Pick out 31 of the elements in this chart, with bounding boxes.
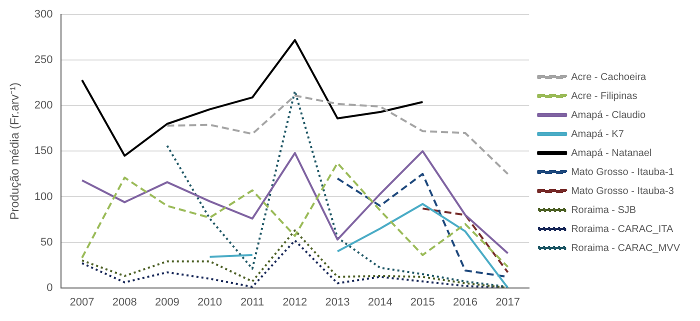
x-tick-label: 2014 bbox=[368, 296, 392, 308]
y-tick-label: 250 bbox=[34, 54, 53, 66]
x-tick-label: 2013 bbox=[325, 296, 350, 308]
y-tick-label: 300 bbox=[34, 8, 53, 21]
legend-label: Roraima - CARAC_MVV bbox=[571, 242, 680, 254]
legend-label: Amapá - Claudio bbox=[571, 110, 646, 121]
y-tick-label: 200 bbox=[34, 100, 53, 112]
legend-label: Acre - Filipinas bbox=[571, 90, 638, 102]
x-tick-label: 2008 bbox=[112, 296, 137, 308]
x-tick-label: 2016 bbox=[452, 296, 478, 308]
legend-label: Amapá - K7 bbox=[571, 128, 624, 140]
y-axis-title: Produção média (Fr.arv⁻¹) bbox=[8, 82, 22, 220]
x-tick-label: 2017 bbox=[496, 296, 520, 308]
y-tick-label: 100 bbox=[34, 190, 53, 203]
y-tick-label: 0 bbox=[46, 282, 53, 294]
x-tick-label: 2011 bbox=[240, 296, 264, 308]
legend-label: Mato Grosso - Itauba-3 bbox=[571, 186, 674, 197]
legend-label: Roraima - SJB bbox=[571, 204, 636, 216]
legend-label: Mato Grosso - Itauba-1 bbox=[571, 166, 674, 178]
line-series bbox=[166, 94, 509, 175]
x-tick-label: 2009 bbox=[154, 296, 180, 308]
x-tick-label: 2012 bbox=[282, 296, 308, 308]
x-tick-label: 2007 bbox=[70, 296, 94, 308]
y-tick-label: 50 bbox=[40, 236, 53, 248]
legend-label: Acre - Cachoeira bbox=[571, 72, 647, 83]
y-tick-label: 150 bbox=[34, 145, 53, 158]
legend-label: Amapá - Natanael bbox=[571, 148, 652, 159]
x-tick-label: 2015 bbox=[410, 296, 435, 308]
line-series bbox=[81, 162, 509, 268]
x-tick-label: 2010 bbox=[198, 296, 222, 308]
legend-label: Roraima - CARAC_ITA bbox=[571, 224, 674, 235]
